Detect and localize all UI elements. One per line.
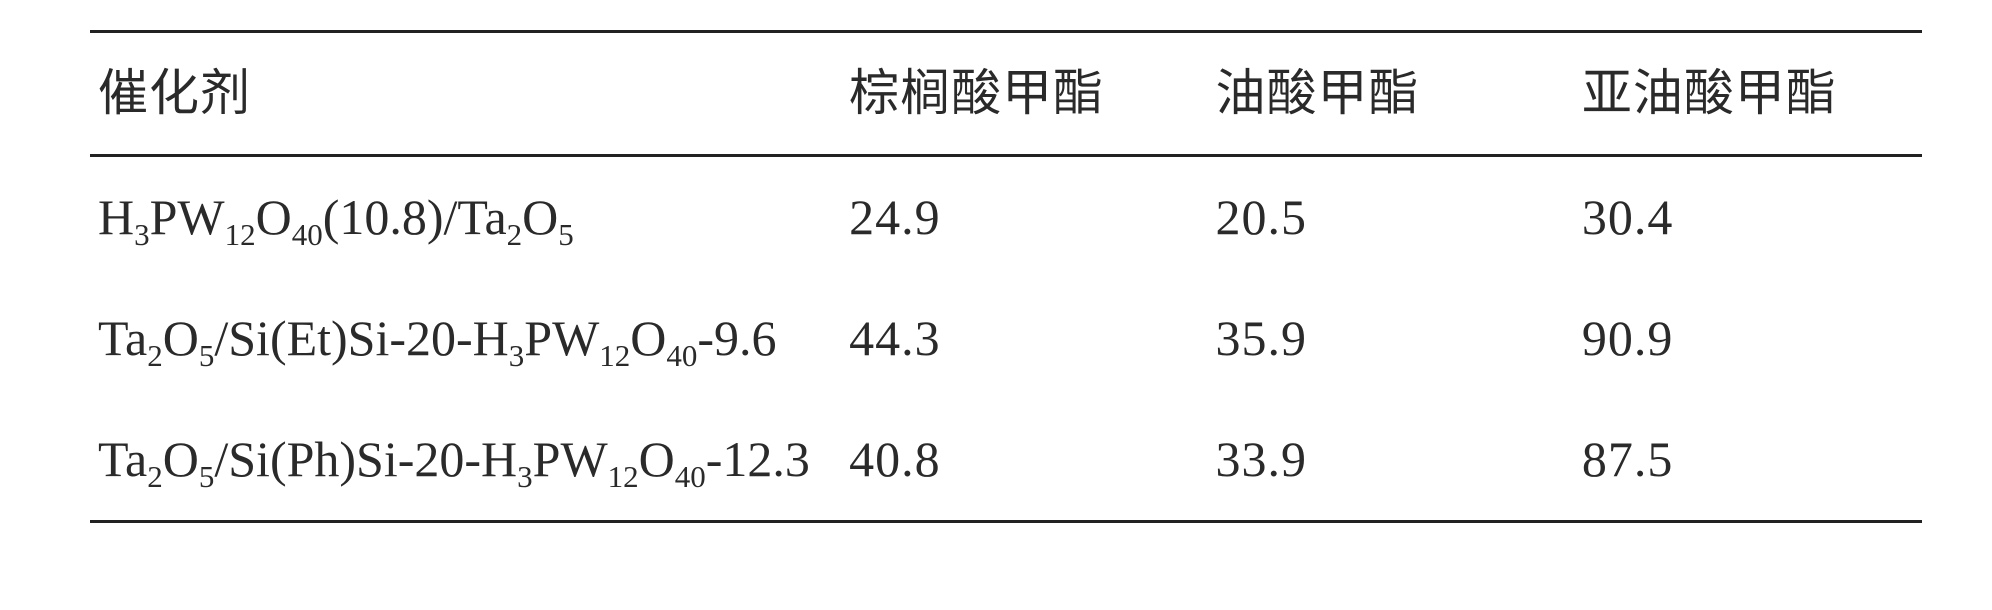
cell-catalyst: Ta2O5/Si(Ph)Si-20-H3PW12O40-12.3	[90, 399, 841, 522]
table-header-row: 催化剂 棕榈酸甲酯 油酸甲酯 亚油酸甲酯	[90, 32, 1922, 156]
cell-value: 44.3	[841, 278, 1207, 399]
cell-value: 30.4	[1574, 156, 1922, 279]
cell-catalyst: H3PW12O40(10.8)/Ta2O5	[90, 156, 841, 279]
table-row: Ta2O5/Si(Ph)Si-20-H3PW12O40-12.3 40.8 33…	[90, 399, 1922, 522]
cell-value: 87.5	[1574, 399, 1922, 522]
cell-catalyst: Ta2O5/Si(Et)Si-20-H3PW12O40-9.6	[90, 278, 841, 399]
col-header-methyl-palmitate: 棕榈酸甲酯	[841, 32, 1207, 156]
table-row: H3PW12O40(10.8)/Ta2O5 24.9 20.5 30.4	[90, 156, 1922, 279]
col-header-catalyst: 催化剂	[90, 32, 841, 156]
cell-value: 35.9	[1208, 278, 1574, 399]
cell-value: 40.8	[841, 399, 1207, 522]
cell-value: 20.5	[1208, 156, 1574, 279]
cell-value: 90.9	[1574, 278, 1922, 399]
data-table: 催化剂 棕榈酸甲酯 油酸甲酯 亚油酸甲酯 H3PW12O40(10.8)/Ta2…	[90, 30, 1922, 523]
table-row: Ta2O5/Si(Et)Si-20-H3PW12O40-9.6 44.3 35.…	[90, 278, 1922, 399]
col-header-methyl-oleate: 油酸甲酯	[1208, 32, 1574, 156]
cell-value: 33.9	[1208, 399, 1574, 522]
cell-value: 24.9	[841, 156, 1207, 279]
col-header-methyl-linoleate: 亚油酸甲酯	[1574, 32, 1922, 156]
page: 催化剂 棕榈酸甲酯 油酸甲酯 亚油酸甲酯 H3PW12O40(10.8)/Ta2…	[0, 0, 1992, 610]
